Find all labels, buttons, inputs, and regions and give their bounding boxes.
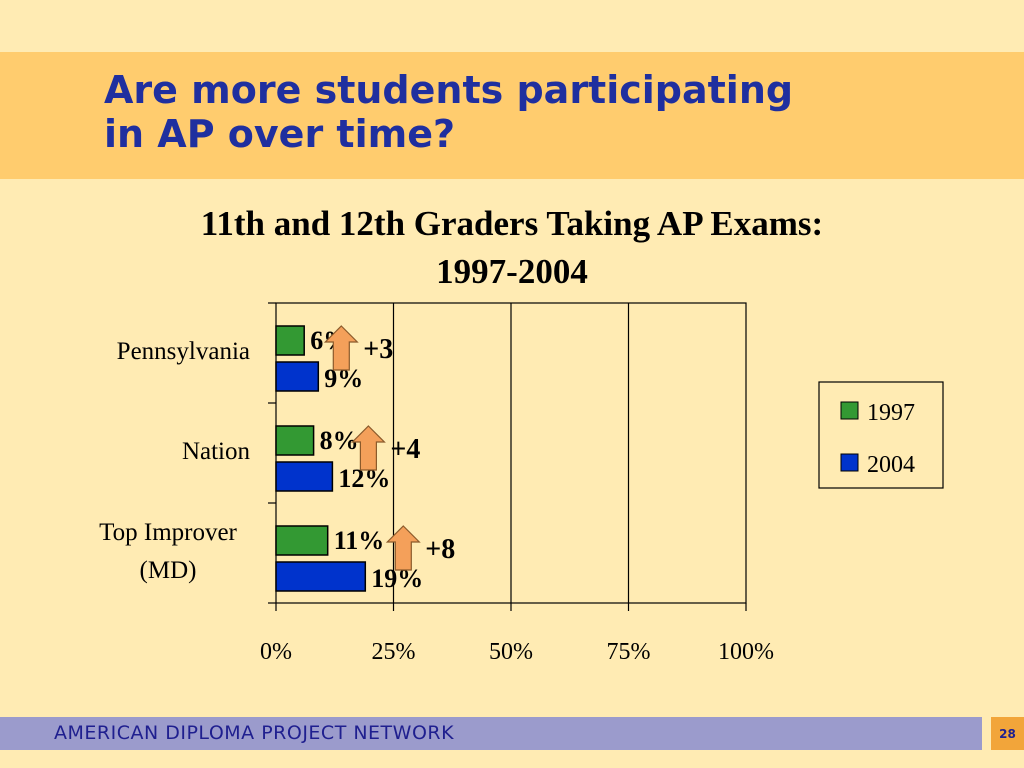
category-label: Top Improver bbox=[99, 519, 237, 546]
legend-label-1997: 1997 bbox=[867, 400, 915, 426]
x-tick-label: 25% bbox=[372, 639, 416, 665]
slide-title-line-2: in AP over time? bbox=[104, 112, 456, 156]
title-band bbox=[0, 52, 1024, 179]
footer-text: AMERICAN DIPLOMA PROJECT NETWORK bbox=[54, 722, 455, 744]
bar-1997 bbox=[275, 325, 305, 356]
bar-1997 bbox=[275, 425, 315, 456]
page-number: 28 bbox=[991, 717, 1024, 750]
increase-arrow-icon bbox=[385, 525, 421, 571]
increase-arrow-icon bbox=[350, 425, 386, 471]
legend-label-2004: 2004 bbox=[867, 452, 915, 478]
chart-title: 11th and 12th Graders Taking AP Exams: 1… bbox=[0, 200, 1024, 296]
chart-title-line-1: 11th and 12th Graders Taking AP Exams: bbox=[200, 204, 824, 243]
x-tick-label: 0% bbox=[260, 639, 292, 665]
footer-bar bbox=[0, 717, 982, 750]
legend-swatch-2004 bbox=[840, 453, 859, 472]
bar-2004 bbox=[275, 461, 334, 492]
change-label: +3 bbox=[363, 334, 393, 365]
change-label: +8 bbox=[425, 534, 455, 565]
data-label-1997: 11% bbox=[334, 526, 385, 555]
chart-title-line-2: 1997-2004 bbox=[436, 252, 588, 291]
change-label: +4 bbox=[390, 434, 420, 465]
category-label: (MD) bbox=[140, 557, 197, 584]
category-label: Pennsylvania bbox=[117, 338, 250, 365]
legend-box bbox=[818, 381, 944, 489]
legend-swatch-1997 bbox=[840, 401, 859, 420]
x-tick-label: 100% bbox=[718, 639, 774, 665]
increase-arrow-icon bbox=[323, 325, 359, 371]
x-tick-label: 50% bbox=[489, 639, 533, 665]
slide-title: Are more students participating in AP ov… bbox=[104, 68, 904, 156]
data-label-1997: 8% bbox=[320, 426, 359, 455]
bar-2004 bbox=[275, 361, 320, 392]
category-label: Nation bbox=[182, 438, 251, 465]
bar-2004 bbox=[275, 561, 367, 592]
bar-1997 bbox=[275, 525, 329, 556]
slide-title-line-1: Are more students participating bbox=[104, 68, 794, 112]
x-tick-label: 75% bbox=[607, 639, 651, 665]
